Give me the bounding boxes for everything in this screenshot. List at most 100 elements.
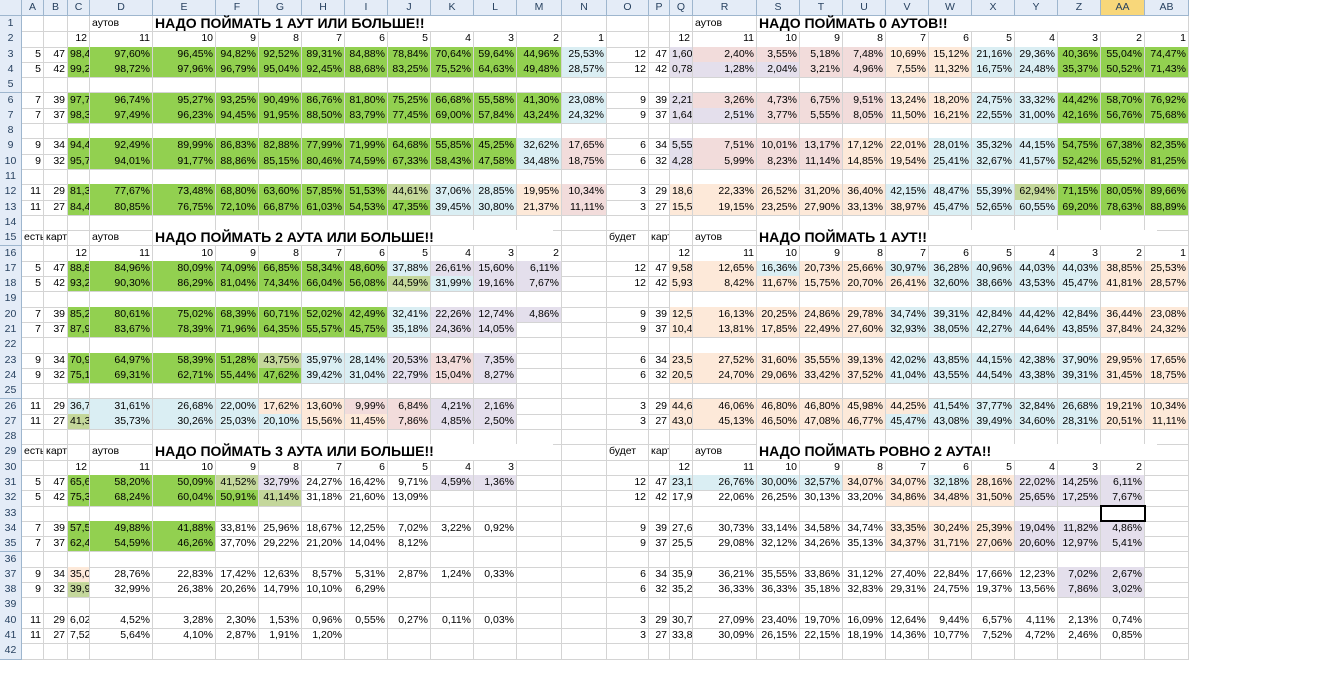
cell-v3[interactable]: 10,69% bbox=[886, 46, 929, 63]
cell-w30[interactable]: 6 bbox=[929, 459, 972, 476]
cell-m39[interactable] bbox=[517, 597, 562, 614]
cell-f18[interactable]: 81,04% bbox=[216, 276, 259, 293]
cell-o10[interactable]: 6 bbox=[607, 153, 649, 170]
cell-f34[interactable]: 33,81% bbox=[216, 520, 259, 538]
cell-b37[interactable]: 34 bbox=[44, 566, 68, 584]
cell-o4[interactable]: 12 bbox=[607, 61, 649, 79]
cell-a7[interactable]: 7 bbox=[22, 107, 44, 125]
cell-r36[interactable] bbox=[693, 551, 757, 568]
cell-q34[interactable]: 27,66% bbox=[670, 520, 693, 538]
cell-d35[interactable]: 54,59% bbox=[90, 536, 153, 553]
cell-d5[interactable] bbox=[90, 77, 153, 94]
cell-g5[interactable] bbox=[259, 77, 302, 94]
cell-x9[interactable]: 35,32% bbox=[972, 138, 1015, 155]
column-header-d[interactable]: D bbox=[90, 0, 153, 16]
cell-c3[interactable]: 98,40% bbox=[68, 46, 90, 63]
cell-p20[interactable]: 39 bbox=[649, 306, 670, 323]
cell-ab3[interactable]: 74,47% bbox=[1145, 46, 1189, 63]
cell-u13[interactable]: 33,13% bbox=[843, 199, 886, 216]
cell-j32[interactable]: 13,09% bbox=[388, 490, 431, 507]
cell-g30[interactable]: 8 bbox=[259, 459, 302, 476]
cell-z30[interactable]: 3 bbox=[1058, 459, 1101, 476]
cell-u31[interactable]: 34,07% bbox=[843, 475, 886, 492]
cell-aa23[interactable]: 29,95% bbox=[1101, 352, 1145, 369]
cell-j42[interactable] bbox=[388, 643, 431, 660]
cell-ab11[interactable] bbox=[1145, 169, 1189, 186]
cell-aa36[interactable] bbox=[1101, 551, 1145, 568]
cell-b17[interactable]: 47 bbox=[44, 260, 68, 278]
cell-u12[interactable]: 36,40% bbox=[843, 184, 886, 201]
cell-f36[interactable] bbox=[216, 551, 259, 568]
cell-h2[interactable]: 7 bbox=[302, 31, 345, 48]
cell-q5[interactable] bbox=[670, 77, 693, 94]
cell-p11[interactable] bbox=[649, 169, 670, 186]
cell-k34[interactable]: 3,22% bbox=[431, 520, 474, 538]
cell-i8[interactable] bbox=[345, 123, 388, 140]
cell-s7[interactable]: 3,77% bbox=[757, 107, 800, 125]
cell-s26[interactable]: 46,80% bbox=[757, 398, 800, 415]
cell-b15[interactable]: карт bbox=[44, 230, 68, 247]
cell-j36[interactable] bbox=[388, 551, 431, 568]
cell-t20[interactable]: 24,86% bbox=[800, 306, 843, 323]
cell-w8[interactable] bbox=[929, 123, 972, 140]
cell-q17[interactable]: 9,58% bbox=[670, 260, 693, 278]
cell-k13[interactable]: 39,45% bbox=[431, 199, 474, 216]
cell-l30[interactable]: 3 bbox=[474, 459, 517, 476]
cell-d36[interactable] bbox=[90, 551, 153, 568]
cell-c38[interactable]: 39,90% bbox=[68, 582, 90, 599]
cell-l24[interactable]: 8,27% bbox=[474, 367, 517, 385]
cell-w35[interactable]: 31,71% bbox=[929, 536, 972, 553]
column-header-n[interactable]: N bbox=[562, 0, 607, 16]
cell-u27[interactable]: 46,77% bbox=[843, 413, 886, 431]
cell-q35[interactable]: 25,50% bbox=[670, 536, 693, 553]
cell-m41[interactable] bbox=[517, 628, 562, 645]
cell-q19[interactable] bbox=[670, 291, 693, 308]
cell-o16[interactable] bbox=[607, 245, 649, 262]
cell-f42[interactable] bbox=[216, 643, 259, 660]
cell-c2[interactable]: 12 bbox=[68, 31, 90, 48]
row-header-4[interactable]: 4 bbox=[0, 61, 22, 79]
cell-a17[interactable]: 5 bbox=[22, 260, 44, 278]
cell-l12[interactable]: 28,85% bbox=[474, 184, 517, 201]
cell-d12[interactable]: 77,67% bbox=[90, 184, 153, 201]
cell-x32[interactable]: 31,50% bbox=[972, 490, 1015, 507]
cell-v22[interactable] bbox=[886, 337, 929, 354]
cell-y32[interactable]: 25,65% bbox=[1015, 490, 1058, 507]
cell-ab16[interactable]: 1 bbox=[1145, 245, 1189, 262]
cell-k23[interactable]: 13,47% bbox=[431, 352, 474, 369]
cell-j3[interactable]: 78,84% bbox=[388, 46, 431, 63]
row-header-39[interactable]: 39 bbox=[0, 597, 22, 614]
cell-h41[interactable]: 1,20% bbox=[302, 628, 345, 645]
cell-d19[interactable] bbox=[90, 291, 153, 308]
cell-z12[interactable]: 71,15% bbox=[1058, 184, 1101, 201]
cell-a25[interactable] bbox=[22, 383, 44, 400]
cell-e20[interactable]: 75,02% bbox=[153, 306, 216, 323]
cell-j35[interactable]: 8,12% bbox=[388, 536, 431, 553]
cell-e4[interactable]: 97,96% bbox=[153, 61, 216, 79]
cell-j11[interactable] bbox=[388, 169, 431, 186]
cell-f3[interactable]: 94,82% bbox=[216, 46, 259, 63]
cell-l25[interactable] bbox=[474, 383, 517, 400]
cell-k12[interactable]: 37,06% bbox=[431, 184, 474, 201]
cell-m9[interactable]: 32,62% bbox=[517, 138, 562, 155]
cell-a15[interactable]: есть bbox=[22, 230, 44, 247]
cell-a28[interactable] bbox=[22, 429, 44, 446]
cell-y41[interactable]: 4,72% bbox=[1015, 628, 1058, 645]
cell-h36[interactable] bbox=[302, 551, 345, 568]
cell-w10[interactable]: 25,41% bbox=[929, 153, 972, 170]
cell-n10[interactable]: 18,75% bbox=[562, 153, 607, 170]
cell-v24[interactable]: 41,04% bbox=[886, 367, 929, 385]
cell-i33[interactable] bbox=[345, 505, 388, 522]
cell-n37[interactable] bbox=[562, 566, 607, 584]
cell-v42[interactable] bbox=[886, 643, 929, 660]
cell-n41[interactable] bbox=[562, 628, 607, 645]
cell-r12[interactable]: 22,33% bbox=[693, 184, 757, 201]
cell-k25[interactable] bbox=[431, 383, 474, 400]
cell-f37[interactable]: 17,42% bbox=[216, 566, 259, 584]
cell-p18[interactable]: 42 bbox=[649, 276, 670, 293]
cell-l26[interactable]: 2,16% bbox=[474, 398, 517, 415]
cell-w37[interactable]: 22,84% bbox=[929, 566, 972, 584]
cell-d23[interactable]: 64,97% bbox=[90, 352, 153, 369]
cell-h11[interactable] bbox=[302, 169, 345, 186]
cell-y38[interactable]: 13,56% bbox=[1015, 582, 1058, 599]
